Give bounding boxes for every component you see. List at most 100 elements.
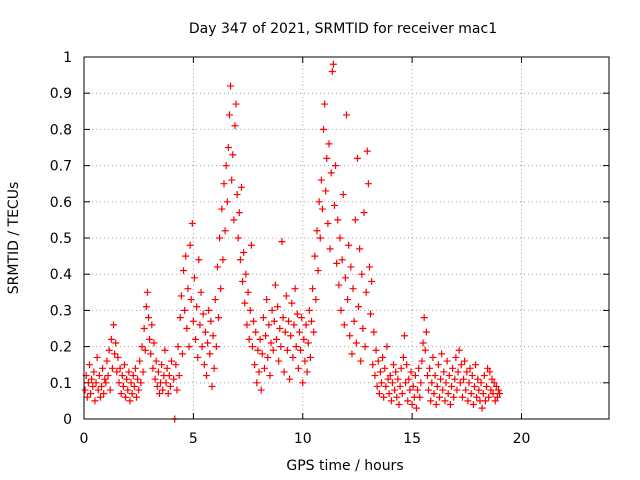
- data-point: [254, 346, 262, 354]
- data-point: [230, 216, 238, 224]
- data-point: [434, 361, 442, 369]
- data-point: [421, 346, 429, 354]
- x-tick-label: 0: [80, 431, 89, 447]
- data-points: [81, 60, 504, 423]
- data-point: [396, 382, 404, 390]
- data-point: [265, 321, 273, 329]
- data-point: [423, 372, 431, 380]
- axis-ticks: 00.10.20.30.40.50.60.70.80.910 5 10 15 20: [50, 50, 609, 447]
- data-point: [441, 397, 449, 405]
- data-point: [440, 368, 448, 376]
- data-point: [87, 390, 95, 398]
- data-point: [493, 393, 501, 401]
- data-point: [393, 393, 401, 401]
- data-point: [212, 343, 220, 351]
- data-point: [443, 357, 451, 365]
- data-point: [166, 382, 174, 390]
- data-point: [409, 382, 417, 390]
- data-point: [222, 162, 230, 170]
- data-point: [368, 277, 376, 285]
- data-point: [402, 379, 410, 387]
- data-point: [283, 346, 291, 354]
- data-point: [318, 205, 326, 213]
- data-point: [286, 375, 294, 383]
- data-point: [192, 335, 200, 343]
- data-point: [309, 285, 317, 293]
- data-point: [116, 364, 124, 372]
- data-point: [285, 317, 293, 325]
- data-point: [228, 176, 236, 184]
- data-point: [259, 314, 267, 322]
- data-point: [391, 386, 399, 394]
- data-point: [260, 364, 268, 372]
- data-point: [196, 321, 204, 329]
- data-point: [386, 372, 394, 380]
- data-point: [256, 335, 264, 343]
- data-point: [213, 263, 221, 271]
- data-point: [379, 353, 387, 361]
- data-point: [407, 368, 415, 376]
- data-point: [155, 390, 163, 398]
- data-point: [399, 353, 407, 361]
- data-point: [93, 353, 101, 361]
- data-point: [350, 317, 358, 325]
- data-point: [411, 372, 419, 380]
- data-point: [258, 350, 266, 358]
- data-point: [224, 144, 232, 151]
- data-point: [251, 361, 259, 369]
- data-point: [274, 303, 282, 311]
- data-point: [279, 314, 287, 322]
- data-point: [291, 285, 299, 293]
- data-point: [420, 314, 428, 322]
- data-point: [219, 256, 227, 264]
- data-point: [431, 372, 439, 380]
- data-point: [244, 288, 252, 296]
- data-point: [458, 393, 466, 401]
- data-point: [180, 267, 188, 275]
- y-tick-label: 0.3: [50, 303, 72, 319]
- data-point: [148, 321, 156, 329]
- data-point: [267, 339, 275, 347]
- data-point: [359, 325, 367, 332]
- data-point: [257, 386, 265, 394]
- data-point: [428, 379, 436, 387]
- data-point: [453, 386, 461, 394]
- data-point: [194, 353, 202, 361]
- data-point: [247, 241, 255, 249]
- data-point: [201, 328, 209, 336]
- data-point: [485, 393, 493, 401]
- plot-frame: [83, 56, 610, 420]
- data-point: [89, 382, 97, 390]
- data-point: [209, 332, 217, 340]
- data-point: [448, 382, 455, 390]
- data-point: [464, 397, 472, 405]
- data-point: [143, 288, 151, 296]
- data-point: [187, 296, 195, 304]
- data-point: [263, 296, 271, 304]
- data-point: [313, 227, 321, 235]
- data-point: [392, 368, 400, 376]
- data-point: [367, 310, 375, 318]
- data-point: [312, 296, 320, 304]
- data-point: [338, 256, 346, 264]
- data-point: [371, 372, 379, 380]
- data-point: [198, 343, 206, 351]
- data-point: [142, 303, 150, 311]
- data-point: [376, 368, 384, 376]
- data-point: [383, 343, 391, 351]
- data-point: [231, 122, 239, 130]
- data-point: [492, 382, 500, 390]
- data-point: [356, 245, 364, 253]
- data-point: [138, 343, 146, 351]
- data-point: [268, 306, 276, 314]
- data-point: [478, 404, 486, 412]
- y-tick-label: 0.6: [50, 195, 72, 211]
- data-point: [163, 364, 171, 372]
- data-point: [292, 343, 300, 351]
- data-point: [395, 401, 403, 409]
- data-point: [127, 379, 135, 387]
- data-point: [413, 404, 420, 412]
- y-tick-label: 0.1: [50, 376, 72, 392]
- data-point: [276, 325, 284, 332]
